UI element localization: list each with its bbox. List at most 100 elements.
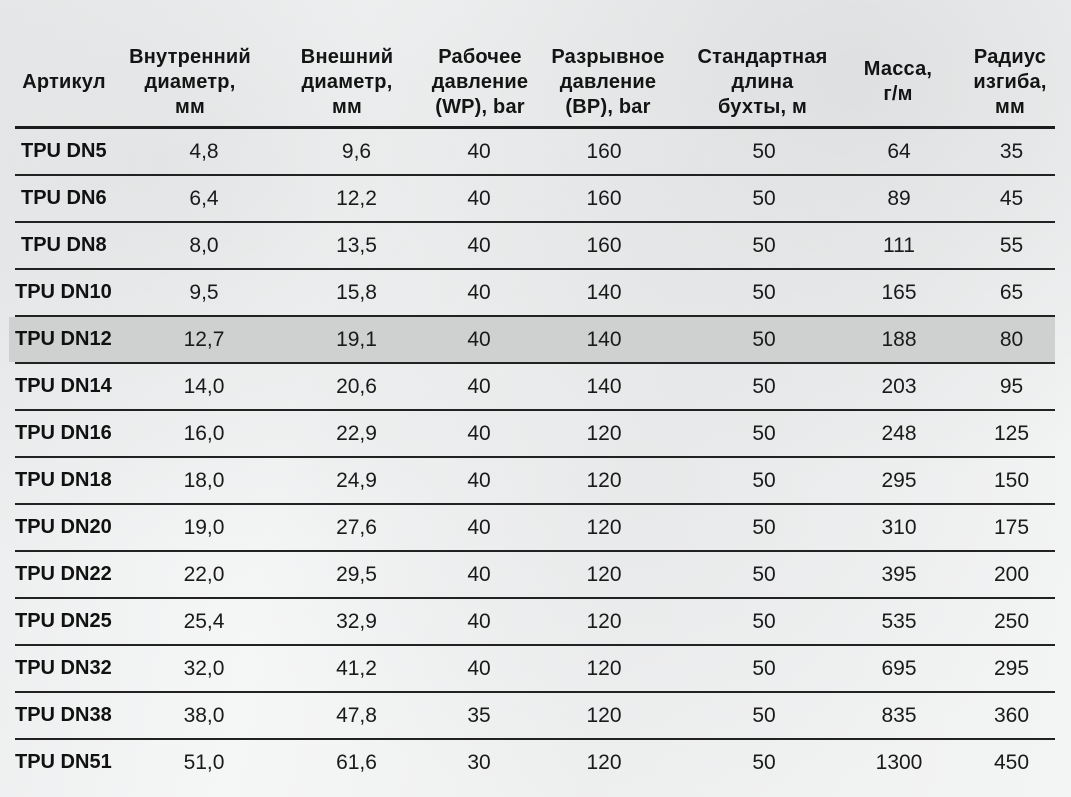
cell-working-pressure: 40 — [467, 421, 491, 445]
header-working-pressure: Рабочее давление (WP), bar — [431, 45, 529, 118]
cell-outer-diameter: 22,9 — [336, 421, 377, 445]
table-row: TPU DN14 14,0 20,6 40 140 50 203 95 — [9, 364, 1055, 409]
cell-bend-radius: 125 — [993, 421, 1030, 445]
cell-bend-radius: 200 — [993, 562, 1030, 586]
cell-outer-diameter: 20,6 — [336, 374, 377, 398]
table-row: TPU DN51 51,0 61,6 30 120 50 1300 450 — [9, 740, 1055, 785]
cell-burst-pressure: 120 — [586, 703, 622, 727]
cell-coil-length: 50 — [752, 468, 776, 492]
cell-working-pressure: 40 — [467, 468, 491, 492]
cell-outer-diameter: 9,6 — [341, 139, 372, 163]
header-mass: Масса, г/м — [863, 58, 933, 105]
cell-coil-length: 50 — [752, 327, 776, 351]
table-row: TPU DN32 32,0 41,2 40 120 50 695 295 — [9, 646, 1055, 691]
cell-coil-length: 50 — [752, 139, 776, 163]
cell-mass: 395 — [881, 562, 917, 586]
row-divider — [15, 597, 1055, 599]
cell-article: TPU DN51 — [15, 751, 112, 773]
cell-coil-length: 50 — [752, 750, 776, 774]
cell-mass: 695 — [881, 656, 917, 680]
cell-mass: 203 — [881, 374, 917, 398]
cell-article: TPU DN14 — [15, 375, 112, 397]
table-row: TPU DN16 16,0 22,9 40 120 50 248 125 — [9, 411, 1055, 456]
cell-inner-diameter: 18,0 — [183, 468, 225, 492]
cell-mass: 310 — [881, 515, 917, 539]
cell-bend-radius: 295 — [993, 656, 1030, 680]
cell-inner-diameter: 32,0 — [183, 656, 225, 680]
cell-coil-length: 50 — [752, 703, 776, 727]
cell-article: TPU DN8 — [21, 234, 107, 256]
row-divider — [15, 409, 1055, 411]
cell-coil-length: 50 — [752, 562, 776, 586]
row-divider — [15, 315, 1055, 317]
cell-article: TPU DN22 — [15, 563, 112, 585]
cell-article: TPU DN10 — [15, 281, 112, 303]
cell-burst-pressure: 120 — [586, 750, 622, 774]
cell-mass: 89 — [887, 186, 911, 210]
table-row: TPU DN8 8,0 13,5 40 160 50 111 55 — [9, 223, 1055, 268]
cell-outer-diameter: 47,8 — [336, 703, 377, 727]
cell-outer-diameter: 19,1 — [336, 327, 377, 351]
row-divider — [15, 550, 1055, 552]
cell-working-pressure: 40 — [467, 139, 491, 163]
cell-bend-radius: 65 — [999, 280, 1024, 304]
cell-working-pressure: 30 — [467, 750, 491, 774]
cell-mass: 835 — [881, 703, 917, 727]
header-outer-diameter: Внешний диаметр, мм — [300, 45, 394, 118]
cell-coil-length: 50 — [752, 515, 776, 539]
cell-article: TPU DN16 — [15, 422, 112, 444]
table-row: TPU DN5 4,8 9,6 40 160 50 64 35 — [9, 129, 1055, 174]
cell-burst-pressure: 120 — [586, 656, 622, 680]
cell-burst-pressure: 160 — [586, 233, 622, 257]
cell-mass: 188 — [881, 327, 917, 351]
cell-working-pressure: 40 — [467, 562, 491, 586]
table-row: TPU DN38 38,0 47,8 35 120 50 835 360 — [9, 693, 1055, 738]
row-divider — [15, 503, 1055, 505]
cell-inner-diameter: 14,0 — [183, 374, 225, 398]
cell-working-pressure: 40 — [467, 515, 491, 539]
cell-burst-pressure: 120 — [586, 609, 622, 633]
table-row: TPU DN22 22,0 29,5 40 120 50 395 200 — [9, 552, 1055, 597]
cell-article: TPU DN12 — [15, 328, 112, 350]
cell-outer-diameter: 13,5 — [336, 233, 377, 257]
table-header: Артикул Внутренний диаметр, мм Внешний д… — [0, 40, 1071, 124]
cell-inner-diameter: 8,0 — [189, 233, 219, 257]
cell-burst-pressure: 160 — [586, 139, 622, 163]
cell-coil-length: 50 — [752, 233, 776, 257]
header-article: Артикул — [22, 70, 106, 93]
header-divider — [15, 126, 1055, 129]
cell-bend-radius: 250 — [993, 609, 1030, 633]
cell-outer-diameter: 29,5 — [336, 562, 377, 586]
cell-inner-diameter: 19,0 — [183, 515, 225, 539]
cell-burst-pressure: 120 — [586, 562, 622, 586]
cell-working-pressure: 40 — [467, 656, 491, 680]
cell-mass: 1300 — [875, 750, 923, 774]
cell-mass: 111 — [883, 233, 915, 257]
cell-article: TPU DN20 — [15, 516, 112, 538]
row-divider — [15, 174, 1055, 176]
cell-article: TPU DN32 — [15, 657, 112, 679]
table-row: TPU DN25 25,4 32,9 40 120 50 535 250 — [9, 599, 1055, 644]
cell-burst-pressure: 120 — [586, 515, 622, 539]
cell-working-pressure: 40 — [467, 374, 491, 398]
cell-burst-pressure: 140 — [586, 374, 622, 398]
table-row: TPU DN10 9,5 15,8 40 140 50 165 65 — [9, 270, 1055, 315]
cell-coil-length: 50 — [752, 421, 776, 445]
table-row: TPU DN18 18,0 24,9 40 120 50 295 150 — [9, 458, 1055, 503]
cell-inner-diameter: 9,5 — [189, 280, 219, 304]
row-divider — [15, 268, 1055, 270]
cell-coil-length: 50 — [752, 656, 776, 680]
cell-inner-diameter: 6,4 — [189, 186, 219, 210]
cell-outer-diameter: 27,6 — [336, 515, 377, 539]
cell-mass: 248 — [881, 421, 917, 445]
row-divider — [15, 221, 1055, 223]
table-row: TPU DN6 6,4 12,2 40 160 50 89 45 — [9, 176, 1055, 221]
cell-article: TPU DN18 — [15, 469, 112, 491]
cell-outer-diameter: 15,8 — [336, 280, 377, 304]
cell-coil-length: 50 — [752, 374, 776, 398]
cell-working-pressure: 40 — [467, 280, 491, 304]
table-row: TPU DN12 12,7 19,1 40 140 50 188 80 — [9, 317, 1055, 362]
row-divider — [15, 691, 1055, 693]
cell-working-pressure: 40 — [467, 186, 491, 210]
cell-outer-diameter: 12,2 — [336, 186, 377, 210]
